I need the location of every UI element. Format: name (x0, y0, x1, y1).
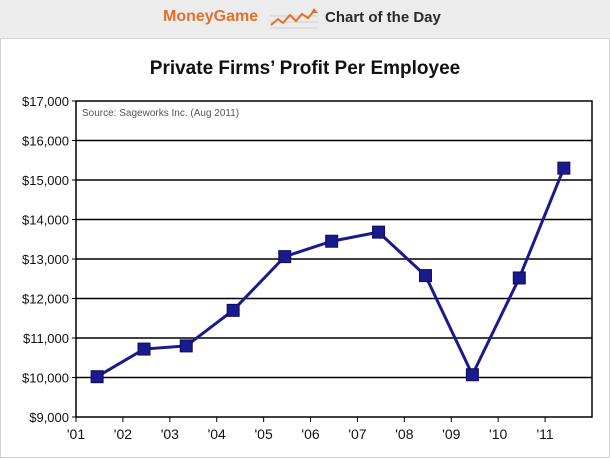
chart-title: Private Firms’ Profit Per Employee (149, 58, 461, 79)
x-tick-label: '04 (208, 426, 226, 442)
y-tick-label: $15,000 (22, 173, 69, 188)
trend-line-icon (270, 8, 318, 29)
x-tick-label: '05 (255, 426, 273, 442)
x-tick-label: '02 (114, 426, 132, 442)
data-point (278, 250, 292, 264)
y-tick-label: $17,000 (22, 94, 69, 109)
y-tick-label: $13,000 (22, 252, 69, 267)
x-tick-label: '06 (301, 426, 319, 442)
data-point (372, 225, 386, 239)
y-tick-label: $11,000 (23, 331, 69, 346)
brand-name: MoneyGame (163, 8, 259, 25)
data-point (325, 234, 339, 248)
data-point (179, 339, 193, 353)
x-tick-label: '07 (348, 426, 366, 442)
y-tick-label: $14,000 (22, 213, 69, 228)
x-tick-label: '08 (395, 426, 413, 442)
chart-of-the-day-label: Chart of the Day (325, 9, 441, 26)
data-point (557, 161, 571, 175)
source-note: Source: Sageworks Inc. (Aug 2011) (82, 108, 239, 119)
data-point (512, 271, 526, 285)
x-tick-label: '09 (442, 426, 460, 442)
data-point (226, 303, 240, 317)
y-tick-label: $12,000 (22, 292, 69, 307)
x-tick-label: '11 (536, 426, 553, 442)
data-point (465, 368, 479, 382)
data-point (90, 370, 104, 384)
data-point (137, 342, 151, 356)
header-banner: MoneyGame Chart of the Day (0, 0, 610, 39)
y-tick-label: $9,000 (29, 410, 69, 425)
x-tick-label: '10 (489, 426, 507, 442)
data-point (418, 269, 432, 283)
x-tick-label: '01 (67, 426, 85, 442)
y-tick-label: $10,000 (22, 371, 69, 386)
x-tick-label: '03 (161, 426, 179, 442)
y-tick-label: $16,000 (22, 134, 69, 149)
